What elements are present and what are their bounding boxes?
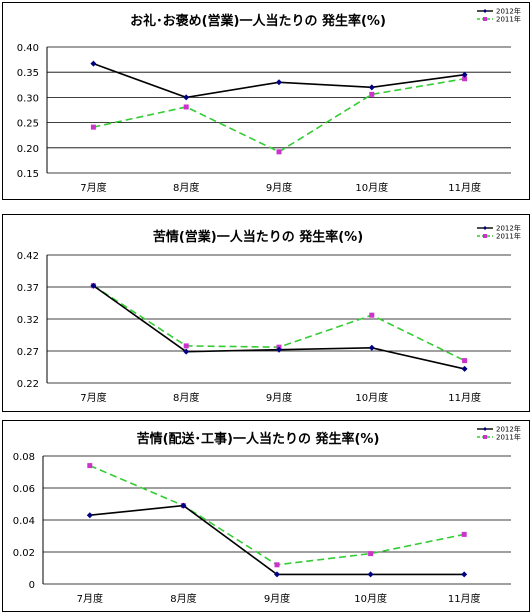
data-point [90,124,96,130]
data-point [369,312,375,318]
legend-label: 2012年 [496,224,521,233]
y-tick-label: 0.02 [13,548,35,559]
data-point [462,358,468,364]
data-point [183,104,189,110]
y-tick-label: 0.15 [17,169,39,180]
data-point [461,365,468,372]
legend-marker [483,17,487,21]
legend-marker [483,234,487,238]
series-line-2012年 [92,285,465,370]
data-point [462,76,468,82]
legend-label: 2011年 [496,433,521,442]
data-point [183,94,190,101]
x-tick-label: 8月度 [173,391,199,404]
x-tick-label: 10月度 [355,391,388,404]
x-tick-label: 9月度 [266,181,292,194]
data-point [274,562,280,568]
legend-label: 2011年 [496,15,521,24]
x-tick-label: 11月度 [448,391,481,404]
data-point [87,463,93,469]
data-point [276,79,282,86]
x-tick-label: 7月度 [80,391,106,404]
x-tick-label: 11月度 [448,181,481,194]
chart-complaints-sales: 苦情(営業)一人当たりの 発生率(%) 0.42 0.37 0.32 0.27 0.22… [17,224,521,405]
y-tick-label: 0.27 [17,347,39,358]
y-tick-label: 0.06 [13,484,35,495]
data-point [276,346,282,353]
y-tick-label: 0.22 [17,379,39,390]
x-tick-label: 7月度 [77,592,103,605]
data-point [180,502,187,509]
y-tick-label: 0.08 [13,452,35,463]
data-point [183,348,190,355]
series-line-2011年 [93,77,465,153]
x-tick-label: 9月度 [266,391,292,404]
legend-label: 2011年 [496,232,521,241]
data-point [461,531,467,537]
series-line-2011年 [89,464,465,566]
x-tick-label: 11月度 [448,592,481,605]
chart-compliments: お礼･お褒め(営業)一人当たりの 発生率(%) 0.40 0.35 0.30 0.25… [17,7,521,195]
y-tick-label: 0.25 [17,119,39,130]
legend-label: 2012年 [496,7,521,16]
x-tick-label: 8月度 [170,592,196,605]
chart-title: 苦情(営業)一人当たりの 発生率(%) [153,229,363,245]
chart-panel-complaints-sales: 苦情(営業)一人当たりの 発生率(%) 0.42 0.37 0.32 0.27 0.22… [2,214,530,412]
legend-label: 2012年 [496,425,521,434]
y-tick-label: 0.30 [17,93,39,104]
chart-title: 苦情(配送･工事)一人当たりの 発生率(%) [137,431,380,447]
x-tick-label: 8月度 [173,181,199,194]
legend-marker [483,226,487,230]
y-tick-label: 0.20 [17,144,39,155]
y-tick-label: 0.04 [13,516,35,527]
data-point [367,571,374,578]
data-point [368,344,375,351]
data-point [90,282,97,289]
data-point [90,60,97,67]
data-point [86,512,93,519]
x-tick-label: 9月度 [264,592,290,605]
data-point [369,91,375,97]
x-tick-label: 7月度 [80,181,106,194]
y-tick-label: 0.32 [17,315,39,326]
y-tick-label: 0.40 [17,43,39,54]
data-point [368,84,375,91]
y-tick-label: 0.35 [17,68,39,79]
chart-complaints-delivery: 苦情(配送･工事)一人当たりの 発生率(%) 0.08 0.06 0.04 0.02 0… [13,425,521,606]
chart-panel-compliments: お礼･お褒め(営業)一人当たりの 発生率(%) 0.40 0.35 0.30 0.25… [2,2,530,200]
x-tick-label: 10月度 [354,592,387,605]
chart-panel-complaints-delivery: 苦情(配送･工事)一人当たりの 発生率(%) 0.08 0.06 0.04 0.02 0… [2,420,530,612]
legend-marker [483,435,487,439]
data-point [461,571,468,578]
data-point [461,71,468,78]
legend-marker [483,427,487,431]
y-tick-label: 0.42 [17,251,39,262]
y-tick-label: 0.37 [17,283,39,294]
data-point [368,551,374,557]
x-tick-label: 10月度 [355,181,388,194]
legend-marker [483,9,487,13]
data-point [183,343,189,349]
data-point [276,149,282,155]
chart-title: お礼･お褒め(営業)一人当たりの 発生率(%) [130,13,386,29]
y-tick-label: 0 [29,580,35,591]
data-point [274,571,280,578]
